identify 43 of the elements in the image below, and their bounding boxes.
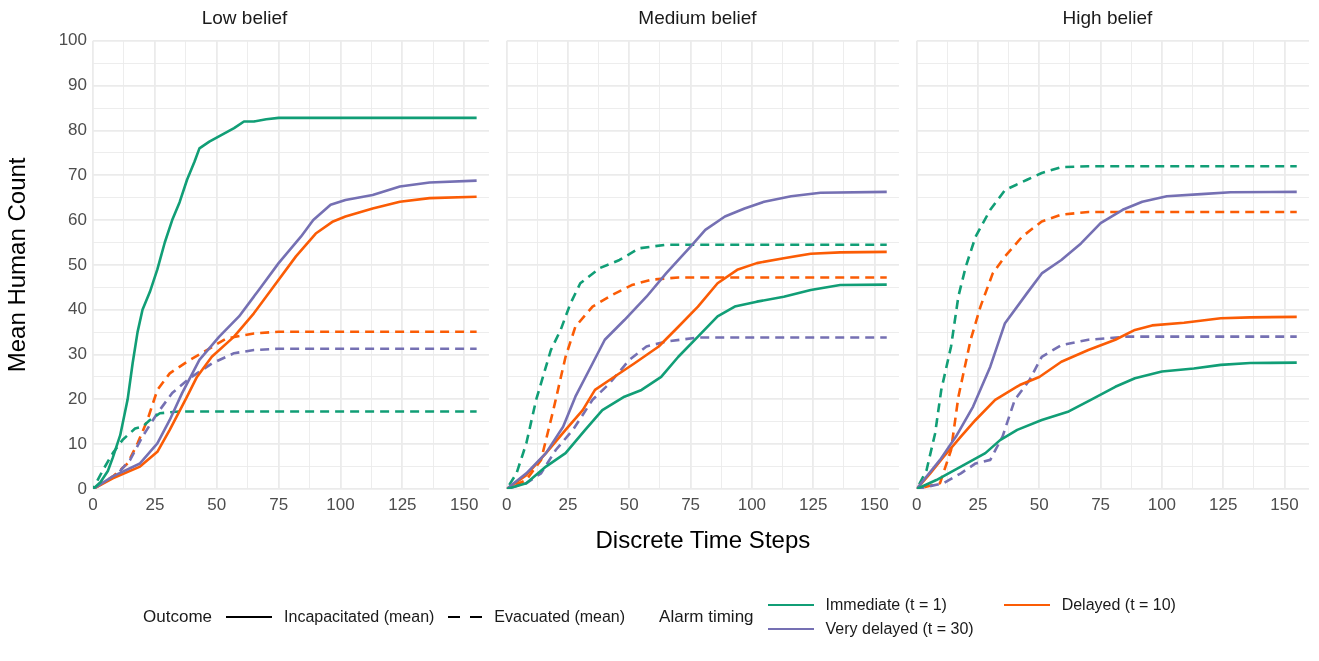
x-tick-label: 25: [145, 494, 165, 514]
x-tick-label: 25: [558, 494, 578, 514]
x-tick-label: 0: [501, 494, 512, 514]
y-axis-title: Mean Human Count: [3, 157, 31, 373]
x-axis-title: Discrete Time Steps: [595, 526, 811, 554]
x-tick-label: 100: [737, 494, 767, 514]
legend-label: Delayed (t = 10): [1061, 596, 1176, 614]
x-tick-label: 75: [681, 494, 701, 514]
x-tick-label: 75: [269, 494, 289, 514]
y-tick-label: 80: [68, 120, 87, 140]
legend-title: Alarm timing: [659, 607, 754, 627]
y-tick-label: 70: [68, 164, 87, 184]
legend-label: Immediate (t = 1): [825, 596, 947, 614]
x-tick-label: 50: [619, 494, 639, 514]
y-tick-label: 50: [68, 254, 87, 274]
chart-title: High belief: [1062, 6, 1154, 28]
y-tick-label: 60: [68, 209, 87, 229]
x-tick-label: 0: [911, 494, 922, 514]
text: Outcome: [143, 607, 213, 627]
x-tick-label: 125: [799, 494, 828, 514]
y-tick-label: 30: [68, 344, 87, 364]
x-tick-label: 50: [1029, 494, 1049, 514]
x-tick-label: 125: [1209, 494, 1238, 514]
y-tick-label: 20: [68, 389, 87, 409]
text: Evacuated (mean): [494, 608, 626, 626]
x-tick-label: 100: [326, 494, 355, 514]
x-tick-label: 50: [207, 494, 227, 514]
x-tick-label: 125: [388, 494, 417, 514]
text: Incapacitated (mean): [284, 608, 435, 626]
y-tick-label: 100: [58, 30, 87, 50]
x-tick-label: 100: [1147, 494, 1177, 514]
x-tick-label: 25: [968, 494, 988, 514]
x-tick-label: 150: [1270, 494, 1299, 514]
x-tick-label: 150: [860, 494, 889, 514]
chart-title: Low belief: [201, 6, 288, 28]
y-tick-label: 0: [77, 478, 87, 498]
x-tick-label: 75: [1091, 494, 1111, 514]
y-tick-label: 90: [68, 75, 87, 95]
y-tick-label: 10: [68, 433, 87, 453]
legend-label: Very delayed (t = 30): [825, 620, 974, 638]
x-tick-label: 150: [450, 494, 479, 514]
y-tick-label: 40: [68, 299, 87, 319]
chart-title: Medium belief: [638, 6, 758, 28]
